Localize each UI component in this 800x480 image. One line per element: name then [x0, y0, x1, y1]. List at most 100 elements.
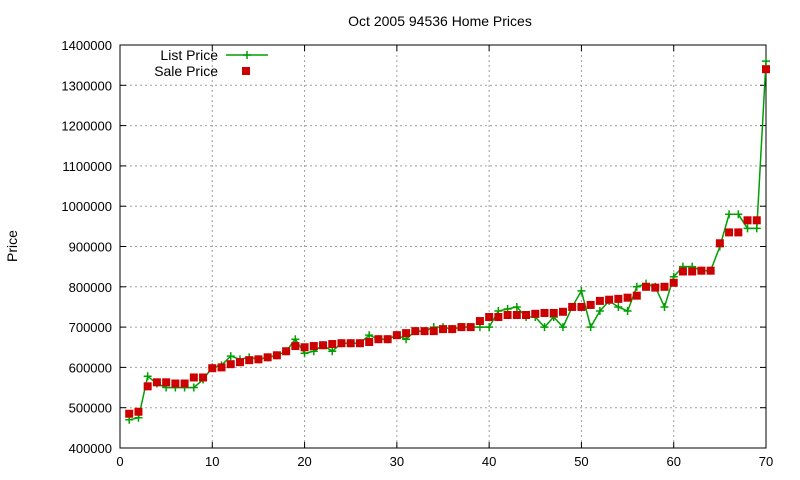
- x-tick-label: 10: [205, 454, 219, 469]
- sale-price-point: [162, 378, 171, 387]
- y-tick-label: 700000: [69, 320, 112, 335]
- sale-price-point: [300, 343, 309, 352]
- list-price-point: [558, 323, 567, 332]
- sale-price-point: [688, 267, 697, 276]
- list-price-point: [540, 323, 549, 332]
- list-price-point: [328, 347, 337, 356]
- y-tick-label: 1100000: [62, 159, 112, 174]
- y-tick-label: 800000: [69, 280, 112, 295]
- sale-price-point: [411, 327, 420, 336]
- x-tick-label: 60: [666, 454, 680, 469]
- list-price-point: [752, 224, 761, 233]
- y-tick-label: 400000: [69, 441, 112, 456]
- sale-price-point: [531, 309, 540, 318]
- y-tick-label: 1000000: [61, 199, 112, 214]
- sale-price-point: [392, 331, 401, 340]
- chart-title: Oct 2005 94536 Home Prices: [348, 13, 532, 29]
- sale-price-point: [125, 409, 134, 418]
- sale-price-point: [337, 339, 346, 348]
- sale-price-point: [346, 339, 355, 348]
- sale-price-point: [762, 65, 770, 74]
- sale-price-point: [485, 313, 494, 322]
- sale-price-point: [623, 293, 632, 302]
- sale-price-point: [355, 339, 364, 348]
- x-tick-label: 0: [116, 454, 123, 469]
- y-tick-label: 1200000: [61, 119, 112, 134]
- sale-price-point: [743, 216, 752, 225]
- list-price-point: [586, 323, 595, 332]
- sale-price-point: [272, 351, 281, 360]
- sale-price-point: [558, 307, 567, 316]
- sale-price-point: [752, 216, 761, 225]
- legend: List Price Sale Price: [154, 47, 268, 79]
- list-price-point: [143, 372, 152, 381]
- list-price-point: [743, 224, 752, 233]
- sale-price-point: [540, 308, 549, 317]
- sale-price-point: [697, 266, 706, 275]
- sale-price-point: [319, 341, 328, 350]
- sale-price-point: [152, 378, 161, 387]
- list-price-point: [632, 282, 641, 291]
- sale-price-point: [402, 329, 411, 338]
- x-tick-label: 20: [297, 454, 311, 469]
- sale-price-point: [291, 342, 300, 351]
- list-price-point: [512, 302, 521, 311]
- legend-marker-sale-price: [242, 67, 250, 75]
- x-tick-label: 50: [574, 454, 588, 469]
- sale-price-point: [715, 239, 724, 248]
- sale-price-point: [632, 291, 641, 300]
- list-price-point: [365, 331, 374, 340]
- list-price-point: [734, 210, 743, 219]
- sale-price-point: [466, 323, 475, 332]
- x-tick-label: 70: [759, 454, 773, 469]
- sale-price-point: [678, 267, 687, 276]
- x-tick-labels: 0 10 20 30 40 50 60 70: [116, 454, 773, 469]
- sale-price-point: [595, 296, 604, 305]
- list-price-point: [762, 57, 770, 66]
- sale-price-point: [282, 347, 291, 356]
- sale-price-point: [660, 282, 669, 291]
- list-price-point: [614, 302, 623, 311]
- sale-price-point: [171, 379, 180, 388]
- y-tick-labels: 400000 500000 600000 700000 800000 900000 1000…: [61, 38, 112, 456]
- y-tick-label: 900000: [69, 240, 112, 255]
- x-tick-label: 40: [482, 454, 496, 469]
- legend-label-sale-price: Sale Price: [154, 63, 218, 79]
- sale-price-point: [605, 295, 614, 304]
- y-axis-label: Price: [4, 230, 20, 262]
- sale-price-point: [577, 302, 586, 311]
- sale-price-point: [439, 325, 447, 334]
- x-tick-label: 30: [390, 454, 404, 469]
- list-price-point: [623, 306, 632, 315]
- sale-price-point: [429, 327, 438, 336]
- sale-price-point: [669, 278, 678, 287]
- sale-price-point: [503, 311, 512, 320]
- y-tick-label: 1300000: [61, 78, 112, 93]
- sale-price-point: [448, 325, 457, 334]
- y-tick-label: 600000: [69, 360, 112, 375]
- sale-price-point: [245, 356, 254, 365]
- sale-price-point: [199, 373, 208, 382]
- sale-price-point: [226, 360, 235, 369]
- sale-price-point: [328, 340, 337, 349]
- sale-price-point: [263, 353, 272, 362]
- sale-price-point: [475, 317, 484, 326]
- legend-marker-list-price: [243, 51, 251, 59]
- sale-price-point: [494, 313, 503, 322]
- sale-price-point: [143, 382, 152, 391]
- sale-price-point: [586, 300, 595, 309]
- sale-price-point: [642, 282, 651, 291]
- sale-price-point: [549, 308, 558, 317]
- list-price-point: [595, 306, 604, 315]
- sale-price-point: [235, 358, 244, 367]
- sale-price-point: [189, 373, 198, 382]
- sale-price-point: [706, 266, 715, 275]
- sale-price-point: [180, 379, 189, 388]
- sale-price-point: [568, 302, 577, 311]
- sale-price-point: [457, 323, 466, 332]
- sale-price-point: [734, 228, 743, 237]
- sale-price-point: [365, 338, 374, 347]
- series-sale-price: [125, 65, 770, 418]
- y-tick-label: 1400000: [61, 38, 112, 53]
- list-price-point: [577, 286, 586, 295]
